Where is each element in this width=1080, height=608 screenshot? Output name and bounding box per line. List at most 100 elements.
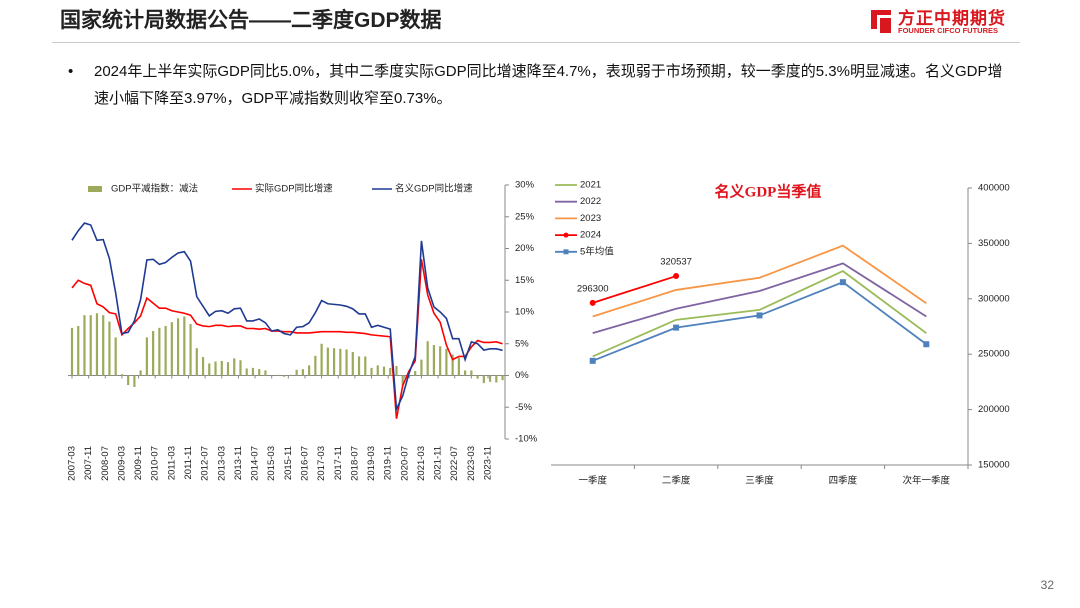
bar (245, 368, 248, 376)
bar (189, 324, 192, 376)
x-tick-label: 2016-07 (299, 446, 310, 481)
data-label: 320537 (660, 257, 692, 268)
line (592, 262, 927, 335)
bar (301, 369, 304, 376)
line (592, 270, 927, 358)
bar (239, 360, 242, 376)
y-tick-label: 150000 (978, 460, 1010, 471)
bar (439, 346, 442, 376)
bar (183, 316, 186, 376)
bar (420, 359, 423, 376)
legend-label: 实际GDP同比增速 (255, 183, 333, 195)
x-tick-label: 四季度 (829, 475, 858, 487)
x-tick-label: 2022-07 (449, 446, 460, 481)
bar (195, 348, 198, 376)
y-tick-label: 5% (515, 338, 529, 349)
bar (102, 315, 105, 376)
bar (70, 327, 74, 376)
legend-label: 2022 (580, 196, 601, 207)
bar (120, 374, 124, 376)
point (923, 341, 930, 348)
legend-label: 2023 (580, 213, 601, 224)
logo: 方正中期期货 FOUNDER CIFCO FUTURES (868, 5, 1018, 37)
x-tick-label: 2008-07 (100, 446, 111, 481)
point (839, 279, 846, 286)
bar (83, 315, 86, 376)
x-tick-label: 一季度 (578, 475, 607, 487)
y-tick-label: 300000 (978, 293, 1010, 304)
bar (145, 337, 148, 376)
bar (357, 356, 361, 376)
logo-icon (871, 10, 891, 33)
bar (220, 360, 223, 376)
bar (364, 356, 367, 376)
x-tick-label: 2017-03 (316, 446, 327, 481)
legend-label: 2024 (580, 230, 601, 241)
y-tick-label: 200000 (978, 404, 1010, 415)
y-tick-label: -10% (515, 434, 538, 445)
bar (370, 367, 373, 376)
point (673, 273, 680, 280)
bar (464, 370, 467, 376)
bar (414, 371, 417, 376)
y-tick-label: 10% (515, 307, 535, 318)
x-tick-label: 2023-03 (466, 446, 477, 481)
bar (170, 322, 173, 376)
x-tick-label: 2020-07 (399, 446, 410, 481)
x-tick-label: 2018-07 (349, 446, 360, 481)
x-tick-label: 2009-03 (116, 446, 127, 481)
bar (164, 325, 167, 376)
bar (326, 347, 329, 376)
x-tick-label: 2009-11 (133, 446, 144, 480)
bar (289, 374, 292, 376)
bar (108, 321, 111, 376)
header-rule (52, 42, 1020, 43)
point (589, 299, 596, 306)
x-tick-label: 2007-11 (83, 446, 94, 480)
bar (457, 357, 460, 376)
bar (320, 343, 323, 376)
x-tick-label: 2013-11 (233, 446, 244, 480)
logo-cn: 方正中期期货 (898, 9, 1006, 28)
x-tick-label: 2021-03 (416, 446, 427, 481)
bar (214, 361, 217, 376)
x-tick-label: 2014-07 (250, 446, 261, 481)
x-tick-label: 2013-03 (216, 446, 227, 481)
bar (158, 327, 161, 376)
x-tick-label: 2015-03 (266, 446, 277, 481)
bar (264, 370, 267, 376)
bar (276, 374, 280, 376)
bar (283, 375, 286, 377)
bar (314, 355, 317, 376)
bar (77, 325, 80, 376)
bar (476, 375, 479, 379)
bar (152, 331, 155, 376)
bar (389, 367, 392, 376)
line (592, 281, 927, 362)
bar (445, 348, 448, 376)
legend-label: GDP平减指数：减法 (111, 183, 198, 195)
bar (176, 318, 180, 376)
bar (133, 375, 136, 387)
bar (401, 375, 404, 386)
bar (295, 369, 298, 376)
x-tick-label: 2011-03 (166, 446, 177, 480)
y-tick-label: 350000 (978, 238, 1010, 249)
bar (407, 375, 411, 379)
bar (226, 362, 230, 376)
bar (201, 357, 205, 376)
bar (139, 370, 142, 376)
x-tick-label: 2007-03 (67, 446, 78, 481)
bar (482, 375, 485, 384)
bar (114, 337, 117, 376)
y-tick-label: -5% (515, 402, 532, 413)
bar (488, 375, 492, 382)
x-tick-label: 2021-11 (433, 446, 444, 480)
chart-title: 名义GDP当季值 (715, 182, 822, 200)
legend-label: 2021 (580, 180, 601, 191)
bar (308, 365, 311, 376)
slide-title: 国家统计局数据公告——二季度GDP数据 (60, 9, 442, 32)
legend-label: 5年均值 (580, 245, 614, 257)
